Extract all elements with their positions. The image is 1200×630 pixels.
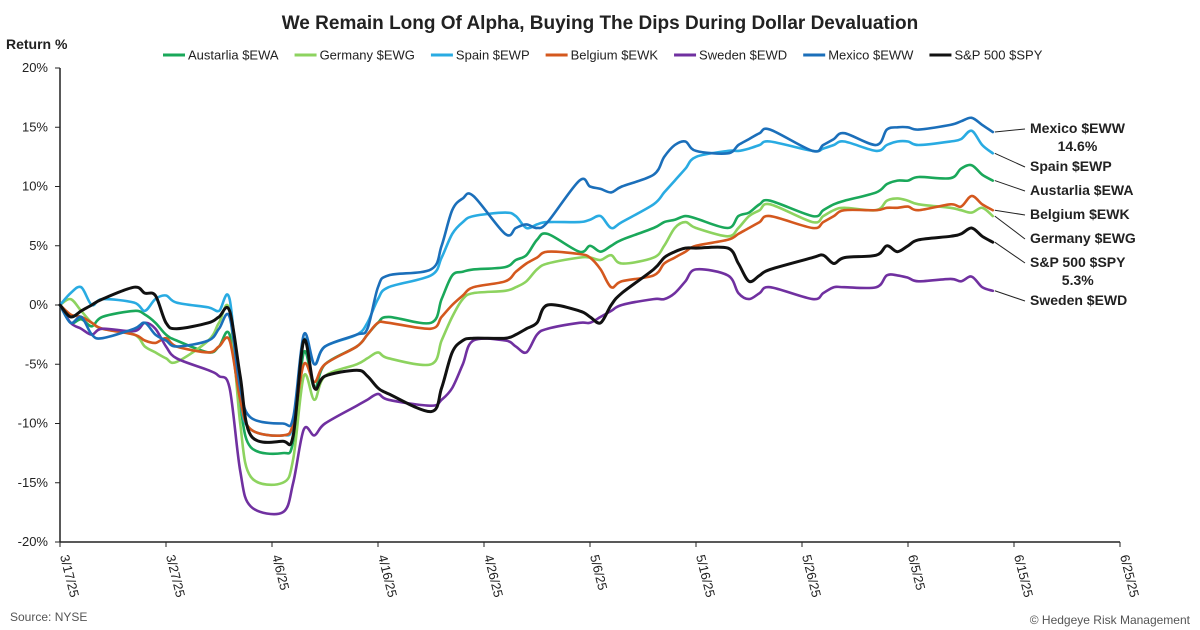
legend-item: Spain $EWP	[430, 48, 530, 63]
end-label: Belgium $EWK	[1030, 206, 1130, 222]
end-label-leader	[994, 152, 1026, 168]
x-tick-label: 3/27/25	[163, 553, 188, 599]
end-label: S&P 500 $SPY	[1030, 254, 1126, 270]
series-line-mexico-eww	[58, 116, 995, 428]
legend-item: Austarlia $EWA	[163, 48, 279, 63]
end-label-leader	[994, 215, 1026, 240]
legend-label: S&P 500 $SPY	[954, 48, 1042, 63]
series-line-germany-ewg	[58, 197, 995, 487]
legend-label: Mexico $EWW	[828, 48, 914, 63]
legend-item: Germany $EWG	[294, 48, 415, 63]
x-tick-label: 6/5/25	[905, 553, 928, 592]
credit-note: © Hedgeye Risk Management	[1030, 613, 1191, 627]
series-line-belgium-ewk	[58, 194, 995, 437]
y-tick-label: 0%	[29, 297, 48, 312]
series-line-s-p-500-spy	[58, 226, 995, 447]
x-tick-label: 6/15/25	[1011, 553, 1036, 599]
legend-label: Spain $EWP	[456, 48, 530, 63]
legend-label: Belgium $EWK	[571, 48, 659, 63]
y-tick-label: 10%	[22, 179, 48, 194]
source-note: Source: NYSE	[10, 610, 87, 624]
end-label: Mexico $EWW	[1030, 120, 1126, 136]
legend-label: Sweden $EWD	[699, 48, 787, 63]
chart-title: We Remain Long Of Alpha, Buying The Dips…	[282, 13, 919, 34]
legend-item: S&P 500 $SPY	[929, 48, 1043, 63]
end-labels: Mexico $EWW 14.6% Spain $EWP Austarlia $EWA…	[994, 120, 1136, 308]
x-tick-label: 4/6/25	[269, 553, 292, 592]
x-tick-label: 5/16/25	[693, 553, 718, 599]
y-axis-label: Return %	[6, 36, 68, 52]
end-label-leader	[994, 209, 1026, 216]
axes: -20% -15% -10% -5% 0% 5% 10% 15% 20% 3/17/25 3/27/…	[18, 60, 1142, 599]
series-line-spain-ewp	[58, 129, 995, 437]
x-tick-label: 5/26/25	[799, 553, 824, 599]
legend-label: Germany $EWG	[320, 48, 415, 63]
end-label: Sweden $EWD	[1030, 292, 1127, 308]
legend: Austarlia $EWA Germany $EWG Spain $EWP Belg…	[163, 48, 1043, 63]
y-tick-label: -15%	[18, 475, 49, 490]
x-tick-label: 4/26/25	[481, 553, 506, 599]
series-lines	[58, 116, 995, 516]
y-tick-label: -20%	[18, 534, 49, 549]
x-tick-label: 6/25/25	[1117, 553, 1142, 599]
legend-item: Mexico $EWW	[803, 48, 914, 63]
y-tick-label: -5%	[25, 356, 49, 371]
end-label-leader	[994, 241, 1026, 264]
legend-item: Sweden $EWD	[674, 48, 787, 63]
end-label: Spain $EWP	[1030, 158, 1112, 174]
legend-item: Belgium $EWK	[545, 48, 659, 63]
end-value-label: 5.3%	[1062, 272, 1094, 288]
legend-label: Austarlia $EWA	[188, 48, 279, 63]
end-label: Germany $EWG	[1030, 230, 1136, 246]
end-label: Austarlia $EWA	[1030, 182, 1133, 198]
x-tick-label: 4/16/25	[375, 553, 400, 599]
end-label-leader	[994, 128, 1026, 133]
y-tick-label: 20%	[22, 60, 48, 75]
x-tick-label: 5/6/25	[587, 553, 610, 592]
y-tick-label: 15%	[22, 119, 48, 134]
y-tick-label: -10%	[18, 416, 49, 431]
end-label-leader	[994, 290, 1026, 302]
series-line-sweden-ewd	[58, 267, 995, 516]
y-tick-label: 5%	[29, 238, 48, 253]
end-label-leader	[994, 180, 1026, 192]
x-tick-label: 3/17/25	[57, 553, 82, 599]
end-value-label: 14.6%	[1058, 138, 1098, 154]
